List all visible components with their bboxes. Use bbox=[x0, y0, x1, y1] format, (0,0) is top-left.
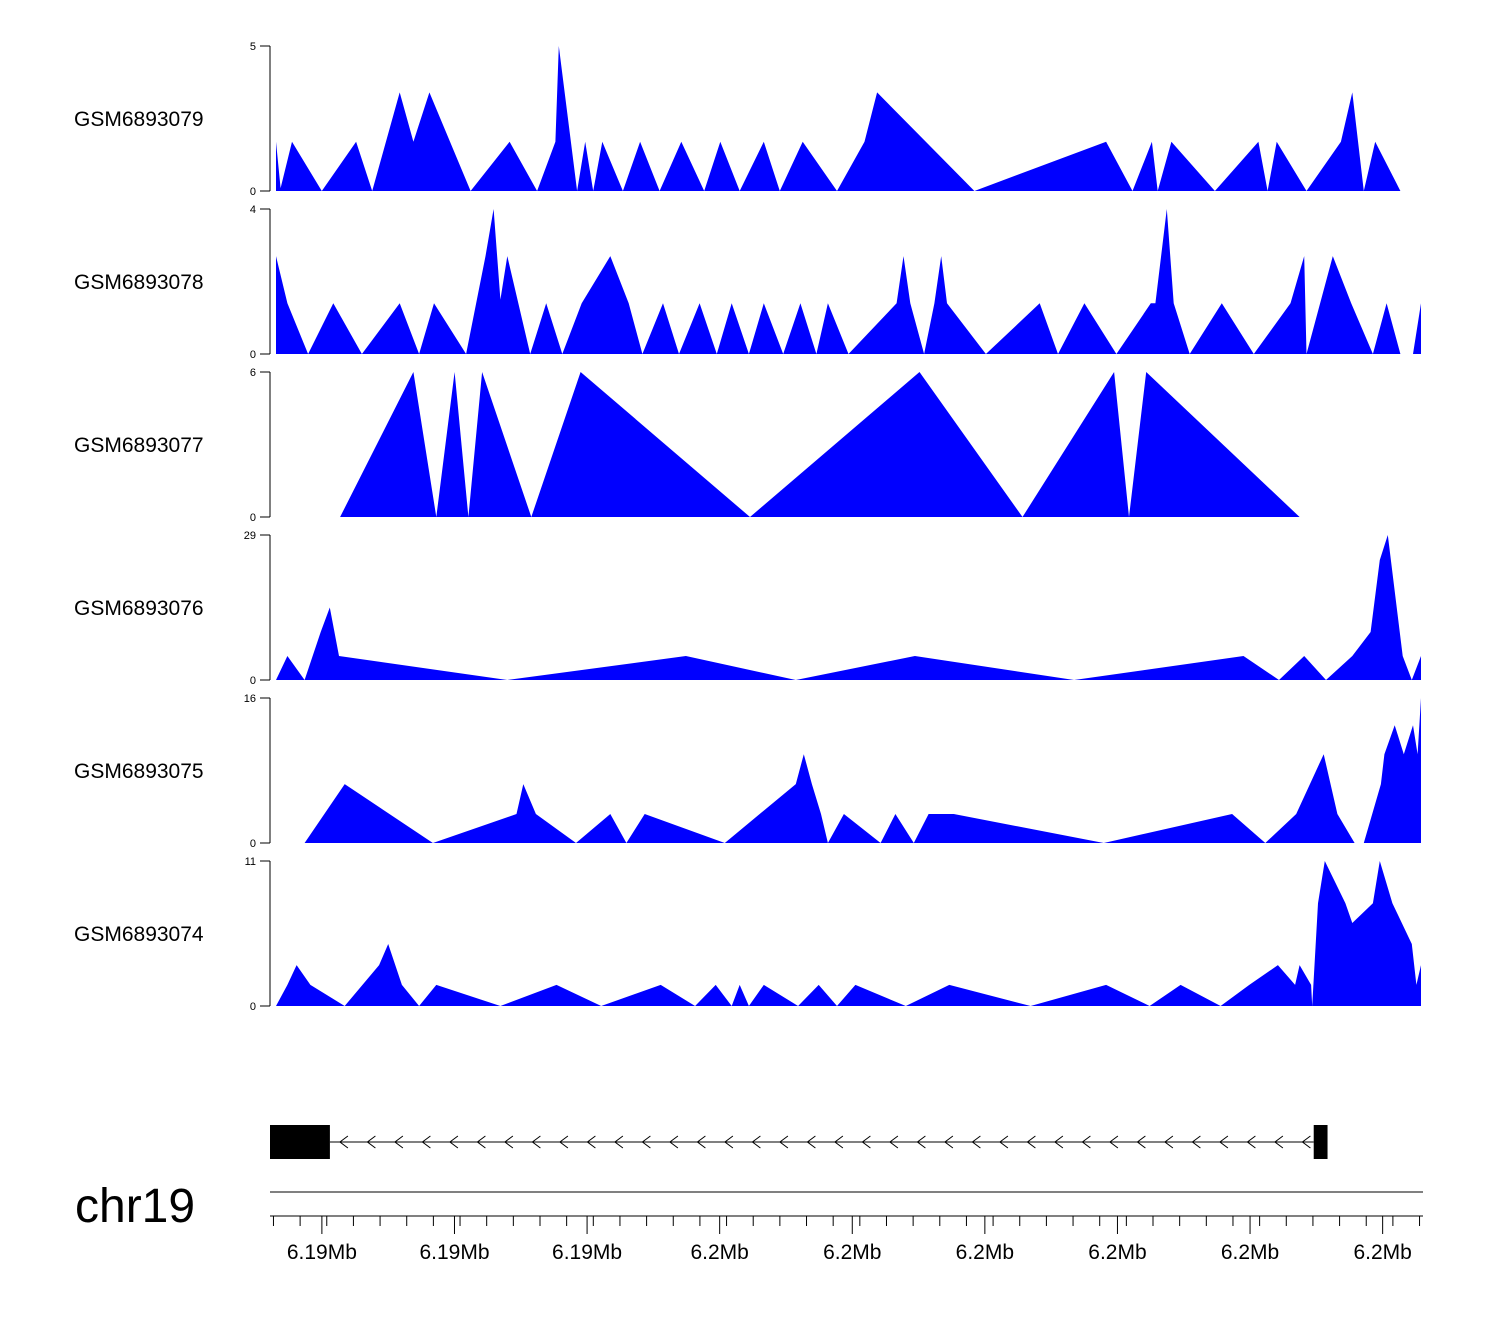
strand-arrows bbox=[339, 1135, 1311, 1149]
x-tick-label: 6.2Mb bbox=[956, 1241, 1014, 1264]
signal-area bbox=[304, 698, 1422, 843]
strand-arrow-icon bbox=[394, 1135, 404, 1149]
y-tick-label-zero: 0 bbox=[250, 675, 256, 687]
x-tick-label: 6.2Mb bbox=[1088, 1241, 1146, 1264]
strand-arrow-icon bbox=[531, 1135, 541, 1149]
signal-area bbox=[276, 46, 1401, 191]
y-tick-label-max: 29 bbox=[244, 530, 256, 542]
track-label: GSM6893076 bbox=[74, 597, 204, 620]
strand-arrow-icon bbox=[999, 1135, 1009, 1149]
signal-area bbox=[276, 535, 1421, 680]
strand-arrow-icon bbox=[724, 1135, 734, 1149]
y-tick-label-max: 5 bbox=[250, 41, 256, 53]
genome-axis: 6.19Mb 6.19Mb 6.19Mb 6.2Mb 6.2Mb 6.2Mb 6.2Mb 6.… bbox=[270, 1191, 1423, 1264]
gene-model-track bbox=[270, 1125, 1328, 1159]
y-tick-label-zero: 0 bbox=[250, 512, 256, 524]
track-label: GSM6893075 bbox=[74, 760, 204, 783]
signal-area bbox=[276, 209, 1421, 354]
strand-arrow-icon bbox=[889, 1135, 899, 1149]
track-GSM6893077: GSM6893077 6 0 bbox=[74, 367, 1300, 524]
y-tick-label-max: 16 bbox=[244, 693, 256, 705]
strand-arrow-icon bbox=[834, 1135, 844, 1149]
track-GSM6893079: GSM6893079 5 0 bbox=[74, 41, 1401, 198]
x-tick-label: 6.19Mb bbox=[419, 1241, 489, 1264]
y-tick-label-zero: 0 bbox=[250, 838, 256, 850]
strand-arrow-icon bbox=[449, 1135, 459, 1149]
strand-arrow-icon bbox=[586, 1135, 596, 1149]
track-label: GSM6893079 bbox=[74, 108, 204, 131]
track-label: GSM6893078 bbox=[74, 271, 204, 294]
y-tick-label-zero: 0 bbox=[250, 349, 256, 361]
strand-arrow-icon bbox=[339, 1135, 349, 1149]
x-tick-label: 6.2Mb bbox=[823, 1241, 881, 1264]
strand-arrow-icon bbox=[1109, 1135, 1119, 1149]
strand-arrow-icon bbox=[559, 1135, 569, 1149]
exon-2 bbox=[1313, 1125, 1328, 1159]
strand-arrow-icon bbox=[1081, 1135, 1091, 1149]
x-tick-label: 6.2Mb bbox=[690, 1241, 748, 1264]
signal-tracks: GSM689307950GSM689307840GSM689307760GSM6… bbox=[74, 41, 1422, 1013]
strand-arrow-icon bbox=[476, 1135, 486, 1149]
strand-arrow-icon bbox=[861, 1135, 871, 1149]
strand-arrow-icon bbox=[1246, 1135, 1256, 1149]
y-tick-label-max: 11 bbox=[245, 856, 256, 868]
strand-arrow-icon bbox=[1026, 1135, 1036, 1149]
track-GSM6893075: GSM6893075 16 0 bbox=[74, 693, 1422, 850]
signal-area bbox=[276, 861, 1421, 1006]
strand-arrow-icon bbox=[916, 1135, 926, 1149]
y-tick-label-zero: 0 bbox=[250, 186, 256, 198]
strand-arrow-icon bbox=[1301, 1135, 1311, 1149]
strand-arrow-icon bbox=[504, 1135, 514, 1149]
track-GSM6893074: GSM6893074 11 0 bbox=[74, 856, 1421, 1013]
strand-arrow-icon bbox=[944, 1135, 954, 1149]
y-tick-label-max: 4 bbox=[250, 204, 256, 216]
x-tick-label: 6.19Mb bbox=[287, 1241, 357, 1264]
y-tick-label-zero: 0 bbox=[250, 1001, 256, 1013]
strand-arrow-icon bbox=[366, 1135, 376, 1149]
x-tick-label: 6.2Mb bbox=[1221, 1241, 1279, 1264]
track-GSM6893076: GSM6893076 29 0 bbox=[74, 530, 1421, 687]
strand-arrow-icon bbox=[1191, 1135, 1201, 1149]
chromosome-label: chr19 bbox=[75, 1180, 195, 1233]
signal-area bbox=[340, 372, 1300, 517]
y-tick-label-max: 6 bbox=[250, 367, 256, 379]
strand-arrow-icon bbox=[641, 1135, 651, 1149]
strand-arrow-icon bbox=[696, 1135, 706, 1149]
strand-arrow-icon bbox=[779, 1135, 789, 1149]
strand-arrow-icon bbox=[806, 1135, 816, 1149]
strand-arrow-icon bbox=[1164, 1135, 1174, 1149]
strand-arrow-icon bbox=[669, 1135, 679, 1149]
strand-arrow-icon bbox=[421, 1135, 431, 1149]
track-GSM6893078: GSM6893078 4 0 bbox=[74, 204, 1421, 361]
strand-arrow-icon bbox=[751, 1135, 761, 1149]
track-label: GSM6893077 bbox=[74, 434, 204, 457]
strand-arrow-icon bbox=[1219, 1135, 1229, 1149]
strand-arrow-icon bbox=[1054, 1135, 1064, 1149]
x-tick-label: 6.19Mb bbox=[552, 1241, 622, 1264]
track-label: GSM6893074 bbox=[74, 923, 204, 946]
exon-1 bbox=[270, 1125, 330, 1159]
strand-arrow-icon bbox=[614, 1135, 624, 1149]
strand-arrow-icon bbox=[1136, 1135, 1146, 1149]
x-tick-label: 6.2Mb bbox=[1353, 1241, 1411, 1264]
strand-arrow-icon bbox=[971, 1135, 981, 1149]
strand-arrow-icon bbox=[1274, 1135, 1284, 1149]
